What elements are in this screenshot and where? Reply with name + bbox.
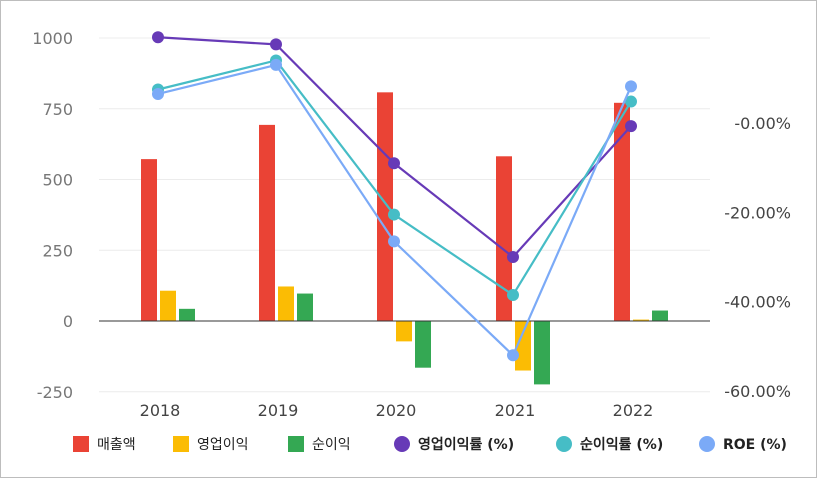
gridlines [99,37,710,393]
legend-label: 영업이익률 (%) [418,436,514,453]
tick-labels: 1000 750 500 250 0 -250 -0.00% -20.00% -40.00% -6… [32,29,791,420]
point-영업이익률 (%)-2021 [507,251,519,263]
legend: 매출액 영업이익 순이익 영업이익률 (%) 순이익률 (%) ROE (%) [73,436,787,453]
right-tick-label: -40.00% [724,293,791,312]
legend-label: 영업이익 [197,437,249,453]
legend-label: ROE (%) [723,437,787,453]
legend-item: 매출액 [73,436,136,453]
point-영업이익률 (%)-2019 [270,38,282,51]
bar-순이익-2022 [652,310,668,321]
right-tick-label: -0.00% [734,114,791,133]
legend-swatch [699,436,715,452]
bar-매출액-2020 [377,92,393,321]
x-tick-label: 2022 [613,401,654,420]
bars [141,92,668,385]
point-영업이익률 (%)-2020 [388,157,400,170]
line-순이익률 (%) [157,59,632,297]
bar-순이익-2018 [179,308,195,321]
x-tick-label: 2018 [140,401,181,420]
line-영업이익률 (%) [157,36,632,259]
legend-swatch [394,436,410,452]
x-tick-label: 2019 [258,401,299,420]
left-tick-label: 1000 [32,29,73,48]
point-ROE (%)-2019 [270,58,282,71]
bar-영업이익-2021 [515,321,531,371]
legend-item: 순이익률 (%) [556,436,663,453]
point-ROE (%)-2021 [507,349,519,362]
legend-swatch [556,436,572,452]
x-tick-label: 2020 [376,401,417,420]
bar-영업이익-2019 [278,286,294,321]
legend-label: 순이익 [312,437,351,453]
left-tick-label: -250 [37,383,73,402]
left-tick-label: 750 [42,100,73,119]
point-ROE (%)-2020 [388,235,400,248]
bar-매출액-2018 [141,159,157,321]
right-tick-label: -60.00% [724,382,791,401]
bar-영업이익-2020 [396,321,412,342]
right-tick-label: -20.00% [724,203,791,222]
left-tick-label: 0 [63,312,73,331]
legend-item: ROE (%) [699,436,787,453]
legend-swatch [173,436,189,452]
point-순이익률 (%)-2020 [388,208,400,221]
point-ROE (%)-2018 [152,87,164,100]
point-ROE (%)-2022 [625,80,637,93]
lines [152,31,637,362]
legend-label: 매출액 [97,437,136,453]
legend-swatch [73,436,89,452]
legend-swatch [288,436,304,452]
bar-매출액-2022 [614,102,630,321]
point-영업이익률 (%)-2018 [152,31,164,44]
point-순이익률 (%)-2021 [507,288,519,301]
bar-매출액-2019 [259,124,275,321]
bar-순이익-2019 [297,293,313,321]
point-순이익률 (%)-2022 [625,95,637,108]
bar-영업이익-2018 [160,290,176,321]
legend-item: 순이익 [288,436,351,453]
left-tick-label: 250 [42,241,73,260]
bar-매출액-2021 [496,156,512,321]
x-tick-label: 2021 [495,401,536,420]
legend-item: 영업이익 [173,436,249,453]
legend-item: 영업이익률 (%) [394,436,514,453]
point-영업이익률 (%)-2022 [625,120,637,133]
left-tick-label: 500 [42,171,73,190]
bar-순이익-2020 [415,321,431,368]
bar-순이익-2021 [534,321,550,385]
legend-label: 순이익률 (%) [580,436,663,453]
bar-영업이익-2022 [633,319,649,321]
